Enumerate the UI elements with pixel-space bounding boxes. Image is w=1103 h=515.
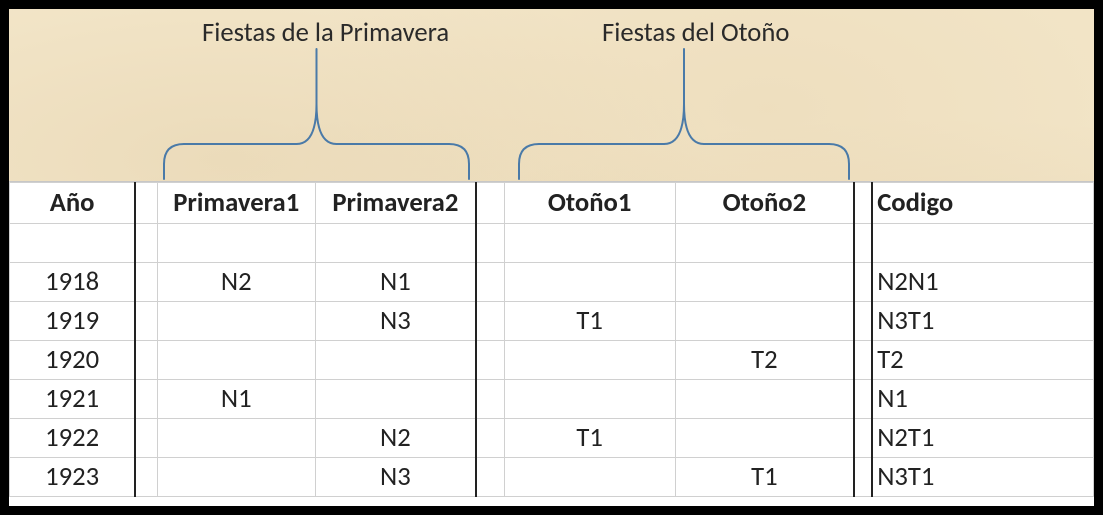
- cell-year: 1921: [10, 380, 136, 419]
- bracket-otono: [519, 49, 849, 179]
- table-row: 1920 T2 T2: [10, 341, 1094, 380]
- group-label-otono: Fiestas del Otoño: [602, 17, 789, 49]
- cell-oto1: [504, 380, 675, 419]
- table-row: 1923N3T1N3T1: [10, 458, 1094, 497]
- cell-gap1: [135, 302, 157, 341]
- cell-oto2: T1: [675, 458, 854, 497]
- cell-prim2: N2: [315, 419, 476, 458]
- cell-prim1: [157, 341, 315, 380]
- col-header-prim1: Primavera1: [157, 183, 315, 224]
- cell-year: 1919: [10, 302, 136, 341]
- col-header-gap1: [135, 183, 157, 224]
- cell-prim1: [157, 302, 315, 341]
- cell-prim2: [315, 380, 476, 419]
- table-body: 1918N2N1N2N11919N3T1N3T11920T2T21921N1N1…: [10, 224, 1094, 497]
- cell-oto2: [675, 419, 854, 458]
- table-header-row: Año Primavera1Primavera2 Otoño1Otoño2 Codig…: [10, 183, 1094, 224]
- cell-gap3: [854, 341, 872, 380]
- frame: Fiestas de la Primavera Fiestas del Otoñ…: [0, 0, 1103, 515]
- cell-gap2: [476, 380, 504, 419]
- group-label-primavera: Fiestas de la Primavera: [202, 17, 449, 49]
- table-container: Año Primavera1Primavera2 Otoño1Otoño2 Codig…: [9, 181, 1094, 506]
- cell-prim2: N3: [315, 302, 476, 341]
- cell-prim1: N1: [157, 380, 315, 419]
- cell-oto1: T1: [504, 302, 675, 341]
- table-row: 1918 N2N1 N2N1: [10, 263, 1094, 302]
- col-header-oto1: Otoño1: [504, 183, 675, 224]
- cell-gap2: [476, 263, 504, 302]
- spacer-cell: [872, 224, 1093, 263]
- group-header-area: Fiestas de la Primavera Fiestas del Otoñ…: [9, 9, 1094, 179]
- cell-gap3: [854, 458, 872, 497]
- cell-year: 1920: [10, 341, 136, 380]
- cell-prim1: [157, 419, 315, 458]
- parchment-panel: Fiestas de la Primavera Fiestas del Otoñ…: [8, 8, 1095, 507]
- col-header-prim2: Primavera2: [315, 183, 476, 224]
- cell-gap1: [135, 380, 157, 419]
- cell-codigo: T2: [872, 341, 1093, 380]
- col-header-gap3: [854, 183, 872, 224]
- cell-gap3: [854, 380, 872, 419]
- cell-year: 1918: [10, 263, 136, 302]
- table-row: 1922N2T1N2T1: [10, 419, 1094, 458]
- cell-oto2: [675, 302, 854, 341]
- cell-year: 1923: [10, 458, 136, 497]
- cell-gap1: [135, 419, 157, 458]
- cell-oto1: [504, 458, 675, 497]
- col-header-codigo: Codigo: [872, 183, 1093, 224]
- fiestas-table: Año Primavera1Primavera2 Otoño1Otoño2 Codig…: [9, 182, 1094, 497]
- spacer-cell: [157, 224, 315, 263]
- cell-prim2: [315, 341, 476, 380]
- cell-oto2: T2: [675, 341, 854, 380]
- cell-oto2: [675, 380, 854, 419]
- cell-gap3: [854, 419, 872, 458]
- cell-prim2: N3: [315, 458, 476, 497]
- cell-year: 1922: [10, 419, 136, 458]
- cell-codigo: N1: [872, 380, 1093, 419]
- cell-prim1: [157, 458, 315, 497]
- table-row: 1919N3T1N3T1: [10, 302, 1094, 341]
- cell-oto1: T1: [504, 419, 675, 458]
- cell-gap1: [135, 263, 157, 302]
- cell-prim1: N2: [157, 263, 315, 302]
- spacer-cell: [504, 224, 675, 263]
- col-header-oto2: Otoño2: [675, 183, 854, 224]
- cell-prim2: N1: [315, 263, 476, 302]
- cell-gap1: [135, 458, 157, 497]
- cell-oto1: [504, 263, 675, 302]
- spacer-cell: [10, 224, 136, 263]
- cell-gap1: [135, 341, 157, 380]
- spacer-cell: [854, 224, 872, 263]
- cell-gap3: [854, 302, 872, 341]
- spacer-cell: [315, 224, 476, 263]
- cell-gap2: [476, 419, 504, 458]
- cell-codigo: N2N1: [872, 263, 1093, 302]
- spacer-cell: [135, 224, 157, 263]
- cell-oto2: [675, 263, 854, 302]
- cell-codigo: N3T1: [872, 458, 1093, 497]
- table-row: 1921 N1 N1: [10, 380, 1094, 419]
- col-header-year: Año: [10, 183, 136, 224]
- spacer-cell: [476, 224, 504, 263]
- cell-codigo: N3T1: [872, 302, 1093, 341]
- cell-gap2: [476, 341, 504, 380]
- spacer-cell: [675, 224, 854, 263]
- cell-gap2: [476, 458, 504, 497]
- table-spacer-row: [10, 224, 1094, 263]
- col-header-gap2: [476, 183, 504, 224]
- cell-codigo: N2T1: [872, 419, 1093, 458]
- cell-gap2: [476, 302, 504, 341]
- cell-gap3: [854, 263, 872, 302]
- cell-oto1: [504, 341, 675, 380]
- bracket-primavera: [164, 49, 469, 179]
